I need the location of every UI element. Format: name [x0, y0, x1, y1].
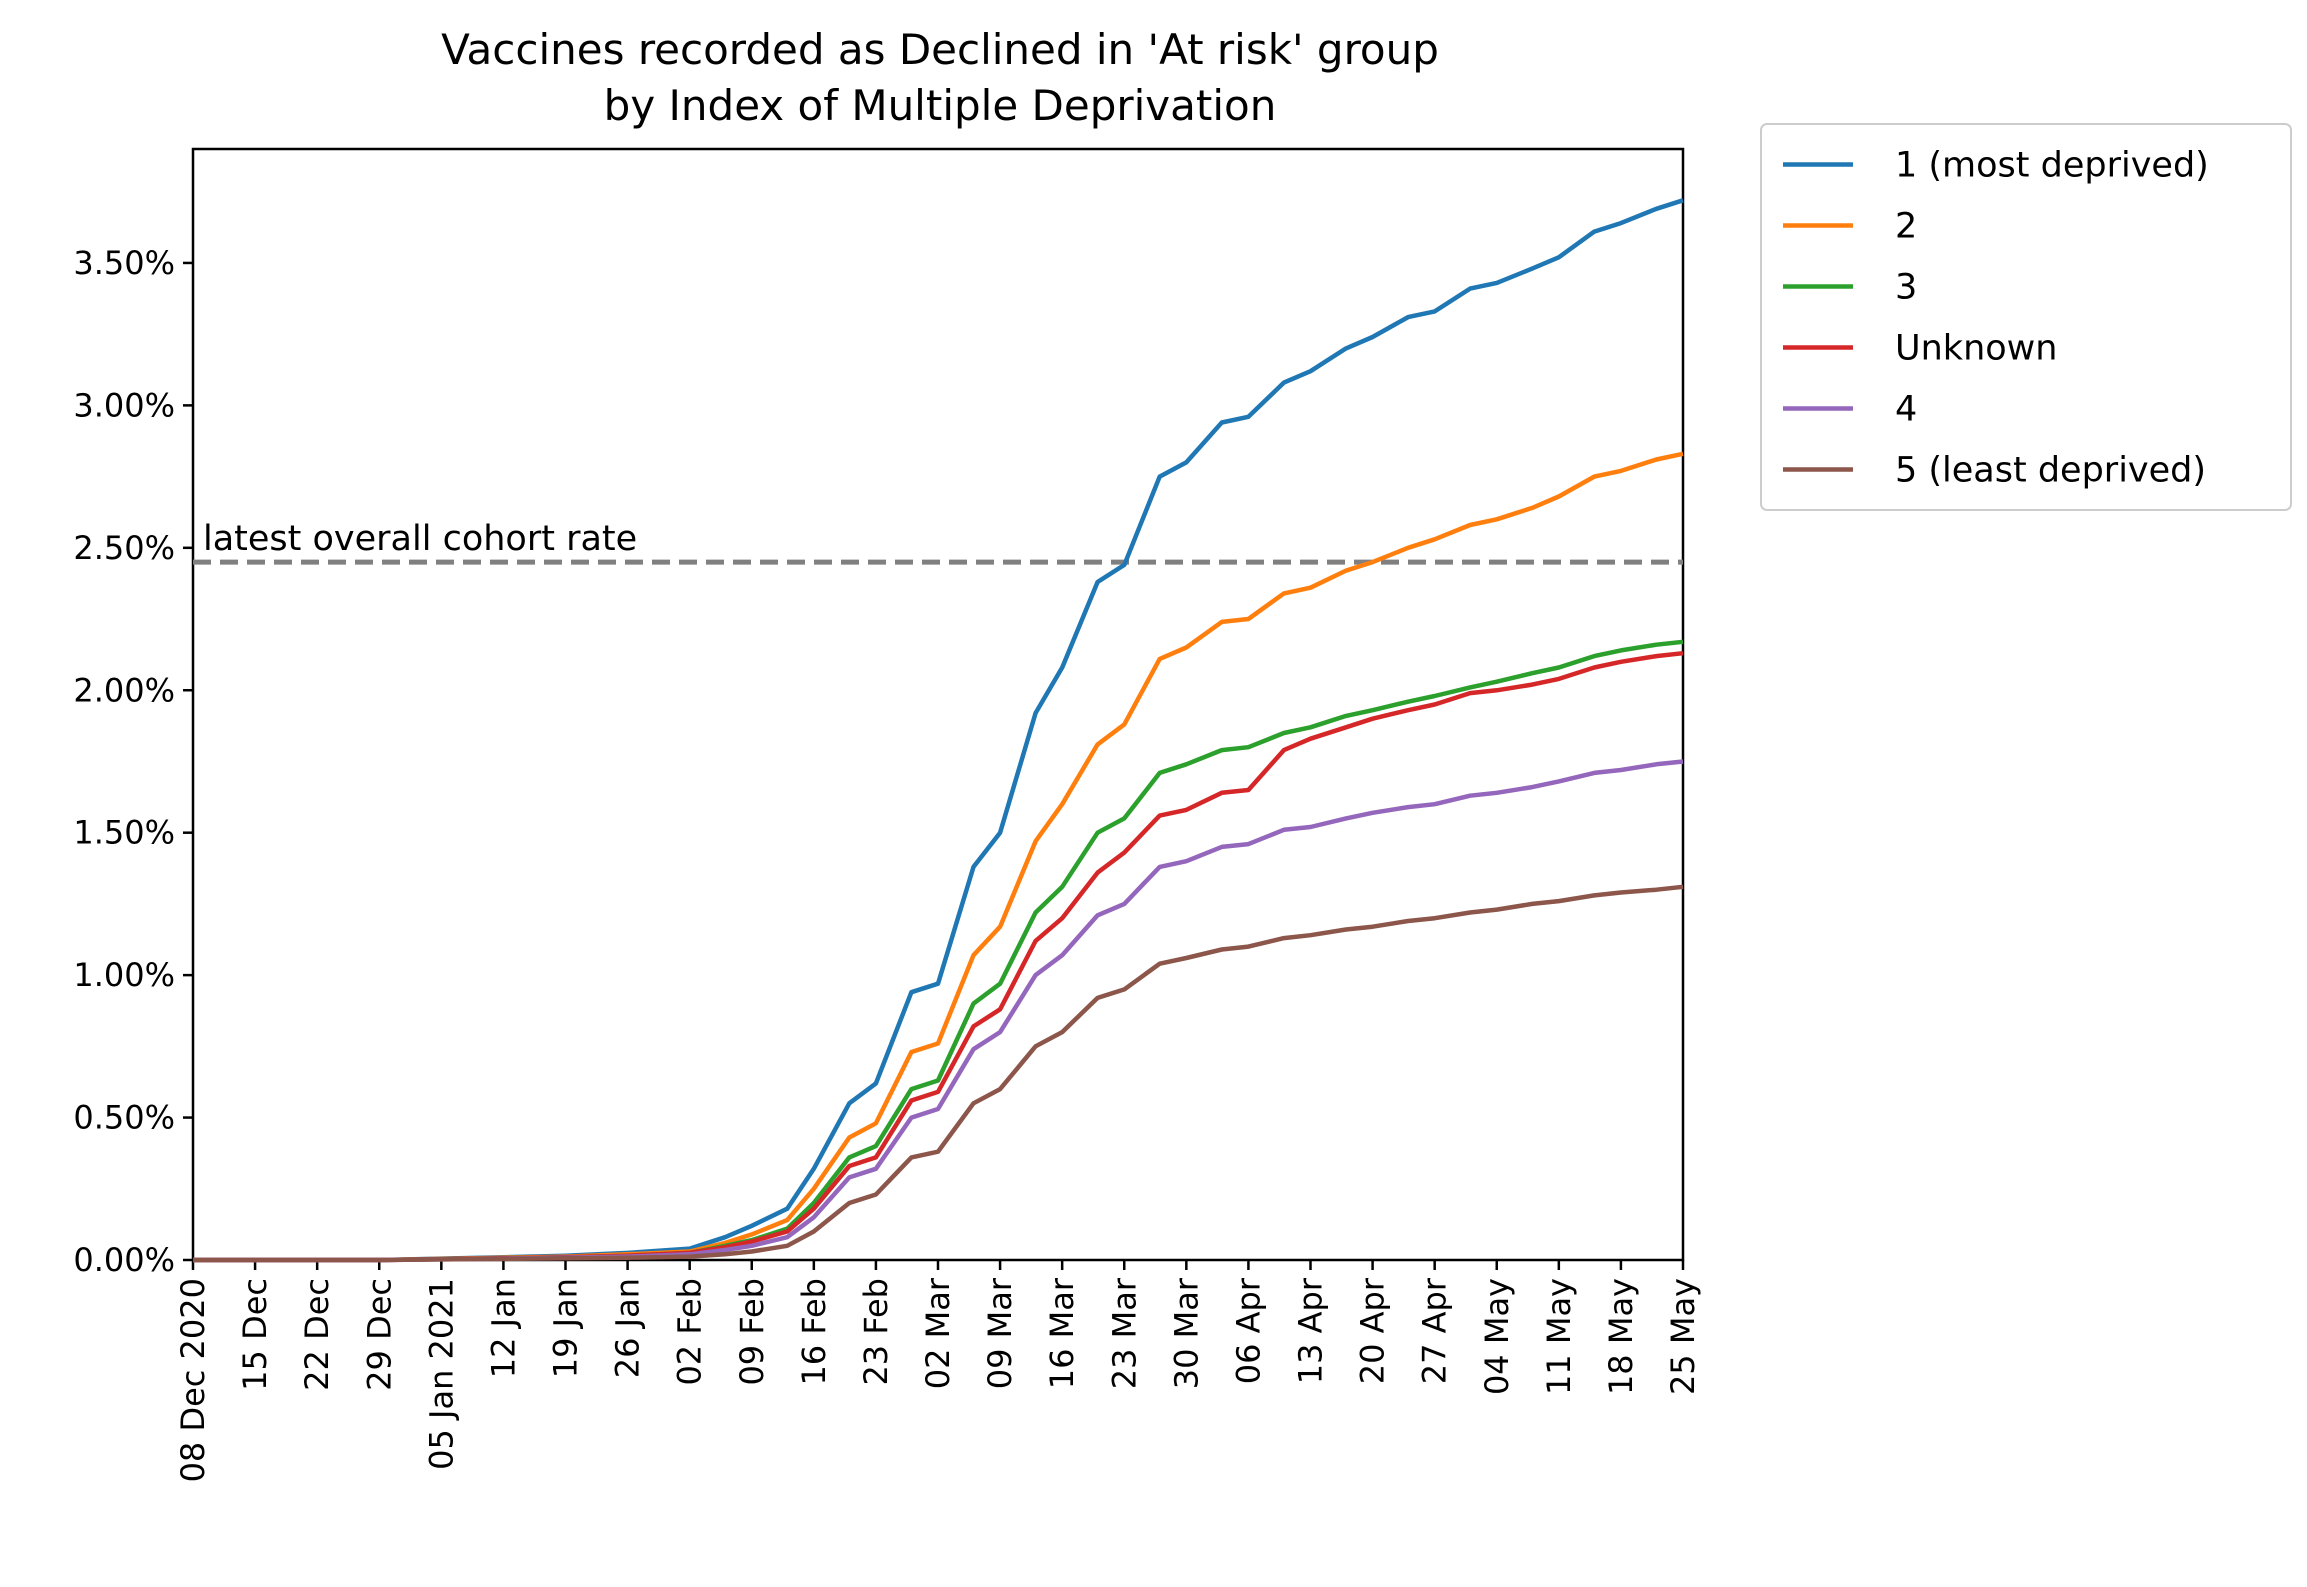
y-tick-label: 3.50%: [73, 244, 175, 282]
y-tick-label: 1.00%: [73, 956, 175, 994]
x-tick-label: 16 Feb: [795, 1278, 833, 1386]
x-tick-label: 27 Apr: [1416, 1277, 1454, 1384]
x-tick-label: 13 Apr: [1292, 1277, 1330, 1384]
legend-label-3: 3: [1895, 268, 1917, 308]
x-tick-label: 30 Mar: [1167, 1277, 1205, 1389]
y-tick-label: 3.00%: [73, 386, 175, 424]
x-tick-label: 18 May: [1602, 1278, 1640, 1395]
series-line-2: [193, 451, 1684, 1263]
chart-title: Vaccines recorded as Declined in 'At ris…: [441, 25, 1439, 74]
x-tick-label: 04 May: [1478, 1278, 1516, 1395]
x-tick-label: 09 Feb: [733, 1278, 771, 1386]
y-tick-label: 0.00%: [73, 1241, 175, 1279]
series-line-unknown: [193, 650, 1684, 1263]
legend: 1 (most deprived) 2 3 Unknown 4 5 (least depr…: [1760, 123, 2292, 511]
x-tick-label: 22 Dec: [298, 1278, 336, 1391]
x-tick-label: 19 Jan: [547, 1278, 585, 1378]
x-tick-label: 09 Mar: [981, 1277, 1019, 1389]
series-line-1-most-deprived: [193, 198, 1684, 1263]
x-tick-label: 02 Feb: [671, 1278, 709, 1386]
x-tick-label: 15 Dec: [236, 1278, 274, 1391]
legend-label-unknown: Unknown: [1895, 329, 2057, 369]
x-tick-label: 25 May: [1664, 1278, 1702, 1395]
x-tick-label: 06 Apr: [1229, 1277, 1267, 1384]
x-tick-label: 29 Dec: [360, 1278, 398, 1391]
plot-area: 0.00% 0.50% 1.00% 1.50% 2.00% 2.50% 3.00% 3.50%…: [73, 147, 1702, 1482]
y-tick-label: 0.50%: [73, 1099, 175, 1137]
chart-subtitle: by Index of Multiple Deprivation: [604, 81, 1277, 130]
series-line-5-least-deprived: [193, 884, 1684, 1263]
x-tick-label: 26 Jan: [609, 1278, 647, 1378]
reference-line-label: latest overall cohort rate: [203, 519, 637, 559]
x-tick-label: 02 Mar: [919, 1277, 957, 1389]
legend-label-1-most-deprived: 1 (most deprived): [1895, 146, 2209, 186]
x-tick-label: 05 Jan 2021: [422, 1278, 460, 1470]
x-tick-label: 23 Feb: [857, 1278, 895, 1386]
legend-label-5-least-deprived: 5 (least deprived): [1895, 451, 2206, 491]
x-tick-label: 12 Jan: [484, 1278, 522, 1378]
legend-label-4: 4: [1895, 390, 1917, 430]
y-tick-label: 2.00%: [73, 671, 175, 709]
x-tick-label: 20 Apr: [1354, 1277, 1392, 1384]
legend-box: [1760, 123, 2292, 511]
series-line-3: [193, 639, 1684, 1263]
y-tick-label: 1.50%: [73, 814, 175, 852]
x-tick-label: 16 Mar: [1043, 1277, 1081, 1389]
x-tick-label: 23 Mar: [1105, 1277, 1143, 1389]
legend-label-2: 2: [1895, 207, 1917, 247]
x-tick-label: 11 May: [1540, 1278, 1578, 1395]
series-line-4: [193, 759, 1684, 1263]
y-tick-label: 2.50%: [73, 529, 175, 567]
x-tick-label: 08 Dec 2020: [174, 1278, 212, 1482]
